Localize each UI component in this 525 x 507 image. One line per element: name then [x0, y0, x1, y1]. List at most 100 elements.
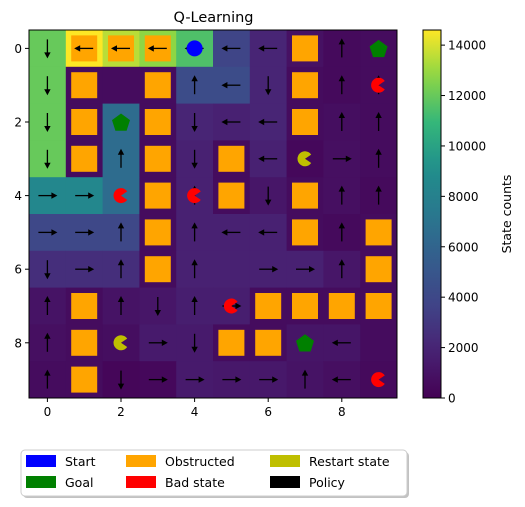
policy-arrow — [148, 376, 168, 383]
policy-arrow-head — [265, 199, 272, 206]
obstructed-square — [255, 329, 282, 356]
policy-arrow-head — [161, 376, 168, 383]
policy-arrow-head — [338, 38, 345, 45]
legend-label: Obstructed — [165, 454, 235, 469]
policy-arrow — [117, 148, 125, 168]
policy-arrow — [258, 45, 278, 52]
obstructed-square — [71, 366, 98, 393]
policy-arrow-head — [117, 259, 125, 266]
y-tick-label: 6 — [14, 263, 22, 277]
policy-arrow — [221, 45, 241, 52]
policy-arrow — [222, 376, 242, 383]
policy-arrow-head — [117, 148, 125, 155]
obstructed-square — [218, 182, 245, 209]
policy-arrow-head — [221, 229, 228, 236]
obstructed-square — [144, 72, 171, 99]
obstructed-square — [292, 109, 318, 135]
policy-arrow — [44, 149, 51, 169]
policy-arrow — [75, 266, 95, 273]
policy-arrow-head — [221, 82, 228, 89]
policy-arrow-head — [191, 222, 198, 229]
policy-arrow-head — [338, 112, 345, 118]
policy-arrow — [338, 38, 345, 58]
obstructed-square — [292, 35, 318, 62]
policy-arrow — [221, 118, 241, 126]
policy-arrow-head — [345, 155, 352, 162]
policy-arrow-head — [191, 162, 198, 169]
legend-swatch — [126, 455, 156, 467]
colorbar-tick-label: 6000 — [448, 240, 479, 254]
x-tick-label: 8 — [338, 405, 346, 419]
policy-arrow-head — [191, 296, 198, 302]
policy-arrow — [44, 296, 51, 315]
obstructed-square — [292, 293, 318, 319]
legend-item: Policy — [270, 475, 346, 490]
obstructed-square — [328, 293, 355, 319]
legend-swatch — [26, 455, 56, 467]
obstructed-square — [365, 256, 392, 283]
policy-arrow — [296, 266, 315, 273]
legend-item: Obstructed — [126, 454, 235, 469]
policy-arrow-head — [258, 118, 265, 126]
policy-arrow-head — [74, 45, 81, 52]
legend-swatch — [270, 476, 300, 488]
policy-arrow-head — [161, 339, 168, 346]
policy-arrow — [338, 185, 345, 205]
goal-marker — [296, 334, 314, 352]
y-tick-label: 0 — [14, 42, 22, 56]
legend-item: Start — [26, 454, 96, 469]
policy-arrow — [221, 82, 241, 89]
y-axis: 0 2 4 6 8 — [14, 42, 29, 350]
policy-arrow — [258, 118, 278, 126]
policy-arrow — [375, 185, 382, 205]
policy-arrow-head — [44, 369, 51, 376]
policy-arrow — [44, 113, 51, 132]
policy-arrow — [375, 112, 382, 131]
policy-arrow — [185, 376, 205, 383]
obstructed-square — [365, 293, 392, 319]
policy-arrow — [221, 229, 241, 236]
legend-label: Goal — [65, 475, 93, 490]
policy-arrow-head — [235, 376, 242, 383]
policy-arrow-head — [51, 192, 58, 199]
policy-arrow — [331, 339, 351, 346]
policy-arrow-head — [331, 376, 338, 383]
obstructed-square — [71, 329, 98, 356]
policy-arrow-head — [154, 310, 161, 316]
policy-arrow-head — [117, 383, 125, 390]
policy-arrow-head — [44, 52, 51, 59]
obstructed-square — [292, 182, 318, 209]
policy-arrow — [338, 112, 345, 131]
policy-arrow-head — [272, 266, 279, 273]
restart-state-marker — [113, 335, 128, 351]
heatmap-cell — [213, 250, 251, 288]
policy-arrow — [44, 39, 51, 59]
obstructed-square — [144, 109, 171, 135]
colorbar-tick-label: 10000 — [448, 139, 486, 153]
start-marker — [186, 40, 203, 57]
policy-arrow — [44, 332, 51, 352]
policy-arrow-head — [191, 75, 198, 82]
goal-marker — [369, 39, 388, 58]
policy-arrow — [259, 376, 279, 383]
obstructed-square — [144, 145, 171, 172]
policy-arrow — [191, 113, 198, 132]
policy-arrow — [191, 259, 198, 279]
legend-label: Start — [65, 454, 96, 469]
obstructed-square — [255, 293, 282, 319]
obstructed-square — [71, 145, 98, 172]
policy-arrow-head — [44, 162, 51, 169]
policy-arrow-head — [258, 155, 265, 162]
obstructed-square — [144, 219, 171, 246]
policy-arrow — [259, 266, 279, 273]
legend-label: Policy — [309, 475, 346, 490]
obstructed-square — [71, 109, 98, 135]
policy-arrow-head — [221, 45, 228, 52]
policy-arrow — [301, 369, 309, 389]
policy-arrow — [38, 229, 58, 236]
policy-arrow-head — [191, 259, 198, 266]
policy-arrow — [332, 155, 352, 162]
policy-arrow — [75, 229, 95, 236]
legend-swatch — [126, 476, 156, 488]
policy-arrow — [191, 149, 198, 169]
